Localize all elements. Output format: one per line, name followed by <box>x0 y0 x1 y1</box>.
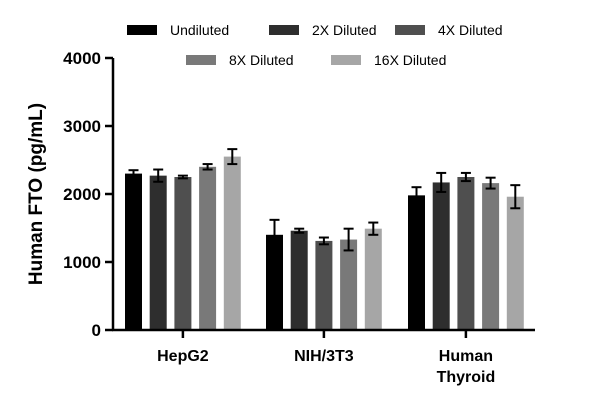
bars <box>125 148 524 330</box>
y-tick-label: 1000 <box>63 253 101 272</box>
x-tick-label: Thyroid <box>437 369 496 386</box>
x-tick-label: NIH/3T3 <box>294 348 354 365</box>
bar <box>174 177 192 330</box>
bar <box>125 173 142 330</box>
legend-label: 4X Diluted <box>438 22 503 38</box>
x-tick-label: Human <box>439 348 493 365</box>
bar <box>266 234 283 330</box>
y-tick-label: 0 <box>92 321 101 340</box>
bar <box>457 177 475 330</box>
legend-swatch <box>331 55 361 65</box>
bar <box>315 240 333 330</box>
legend-swatch <box>395 25 425 35</box>
y-axis: 0 1000 2000 3000 4000 <box>63 49 115 340</box>
legend-swatch <box>186 55 216 65</box>
y-tick-label: 2000 <box>63 185 101 204</box>
bar <box>482 183 500 330</box>
bar <box>364 228 382 330</box>
legend-label: Undiluted <box>170 22 229 38</box>
y-tick-label: 4000 <box>63 49 101 68</box>
bar <box>432 182 450 330</box>
bar <box>199 166 217 330</box>
bar <box>223 156 241 330</box>
legend-label: 8X Diluted <box>229 52 294 68</box>
bar <box>149 175 167 330</box>
x-tick-label: HepG2 <box>157 348 209 365</box>
bar <box>290 230 308 330</box>
y-tick-label: 3000 <box>63 117 101 136</box>
legend-label: 2X Diluted <box>312 22 377 38</box>
y-axis-label: Human FTO (pg/mL) <box>26 103 47 285</box>
legend: Undiluted 2X Diluted 4X Diluted 8X Diluted 1… <box>127 22 503 68</box>
legend-swatch <box>269 25 299 35</box>
legend-label: 16X Diluted <box>374 52 446 68</box>
bar <box>408 195 425 330</box>
x-axis: HepG2 NIH/3T3 Human Thyroid <box>112 328 535 386</box>
bar <box>506 196 524 330</box>
bar <box>340 239 358 330</box>
legend-swatch <box>127 25 157 35</box>
